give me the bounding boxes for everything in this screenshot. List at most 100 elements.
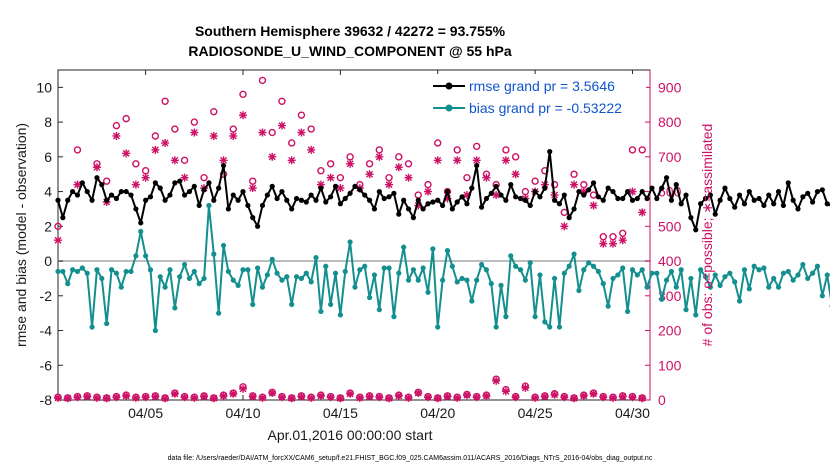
bias-point <box>435 324 441 330</box>
bias-point <box>420 265 426 271</box>
bias-point <box>113 270 120 276</box>
chart-title: Southern Hemisphere 39632 / 42272 = 93.7… <box>195 23 506 39</box>
bias-point <box>162 284 168 290</box>
assimilated-obs-point <box>131 393 140 402</box>
bias-point <box>722 274 728 280</box>
bias-point <box>522 277 528 283</box>
rmse-point <box>590 180 597 186</box>
bias-point <box>70 267 76 273</box>
possible-obs-point <box>151 132 160 140</box>
rmse-point <box>240 188 246 195</box>
possible-obs-point <box>463 173 471 182</box>
rmse-point <box>693 227 699 233</box>
rmse-point <box>123 188 129 195</box>
rmse-point <box>561 192 567 198</box>
assimilated-obs-point <box>200 392 209 401</box>
bias-point <box>517 267 524 273</box>
bias-point <box>220 242 227 249</box>
bias-point <box>181 261 188 268</box>
bias-point <box>698 267 704 273</box>
possible-obs-point <box>258 76 267 85</box>
bias-point <box>337 312 343 318</box>
assimilated-obs-point <box>229 132 238 140</box>
assimilated-obs-point <box>570 394 579 403</box>
rmse-point <box>586 187 592 193</box>
bias-point <box>357 267 363 273</box>
bias-point <box>55 268 61 275</box>
assimilated-obs-point <box>287 394 296 403</box>
assimilated-obs-point <box>609 239 617 248</box>
bias-point <box>313 254 319 261</box>
possible-obs-point <box>297 111 306 119</box>
bias-point <box>493 324 499 330</box>
rmse-point <box>702 195 709 202</box>
legend: rmse grand pr = 3.5646 bias grand pr = -… <box>428 74 646 120</box>
possible-obs-point <box>570 170 578 178</box>
assimilated-obs-point <box>161 138 170 147</box>
rmse-point <box>376 188 382 195</box>
bias-point <box>678 267 684 273</box>
legend-rmse-marker <box>445 82 453 90</box>
rmse-point <box>454 199 460 205</box>
assimilated-obs-point <box>336 184 345 193</box>
bias-point <box>108 267 115 273</box>
y-tick-label-right: 500 <box>658 218 682 234</box>
rmse-point <box>167 192 173 198</box>
rmse-point <box>440 202 446 209</box>
assimilated-obs-point <box>112 393 121 402</box>
x-axis-label: Apr.01,2016 00:00:00 start <box>267 427 432 443</box>
bias-point <box>425 289 431 295</box>
rmse-point <box>298 197 305 203</box>
assimilated-obs-point <box>501 156 510 165</box>
assimilated-obs-point <box>424 187 432 196</box>
bias-point <box>225 268 231 275</box>
possible-obs-point <box>307 125 315 133</box>
bias-point <box>396 270 402 276</box>
bias-point <box>459 275 465 282</box>
bias-point <box>289 301 295 308</box>
bias-point <box>235 282 241 288</box>
bias-point <box>152 327 158 334</box>
possible-obs-point <box>434 139 442 147</box>
assimilated-obs-point <box>453 393 462 402</box>
assimilated-obs-point <box>161 394 170 403</box>
footnote: data file: /Users/raeder/DAI/ATM_forcXX/… <box>168 455 653 462</box>
rmse-point <box>761 202 767 209</box>
rmse-point <box>678 201 684 207</box>
rmse-point <box>625 188 631 195</box>
rmse-point <box>639 188 645 195</box>
rmse-point <box>493 183 499 189</box>
rmse-point <box>357 187 363 193</box>
bias-point <box>547 324 553 330</box>
assimilated-obs-point <box>297 128 306 137</box>
bias-point <box>605 303 611 309</box>
bias-point <box>508 253 514 259</box>
bias-point <box>469 298 475 304</box>
assimilated-obs-point <box>248 392 257 401</box>
rmse-point <box>435 197 441 203</box>
rmse-point <box>503 197 509 203</box>
rmse-point <box>162 197 168 203</box>
possible-obs-point <box>210 107 218 116</box>
y-tick-label-right: 0 <box>658 392 666 408</box>
rmse-point <box>366 197 373 203</box>
assimilated-obs-point <box>618 236 627 245</box>
assimilated-obs-point <box>618 392 627 401</box>
rmse-point <box>537 194 543 200</box>
assimilated-obs-point <box>307 393 316 402</box>
assimilated-obs-point <box>394 163 403 172</box>
bias-point <box>498 282 504 288</box>
y-axis-label-right: # of obs: o=possible; ∗=assimilated <box>699 124 715 347</box>
legend-bias-marker <box>445 104 453 112</box>
assimilated-obs-point <box>589 389 598 398</box>
rmse-point <box>459 194 465 200</box>
rmse-point <box>84 188 90 195</box>
rmse-point <box>264 192 270 198</box>
bias-point <box>371 272 378 278</box>
assimilated-obs-point <box>326 393 335 402</box>
assimilated-obs-point <box>599 393 608 402</box>
bias-point <box>634 272 640 278</box>
bias-point <box>440 277 446 283</box>
assimilated-obs-point <box>73 393 82 402</box>
rmse-point <box>464 201 470 207</box>
